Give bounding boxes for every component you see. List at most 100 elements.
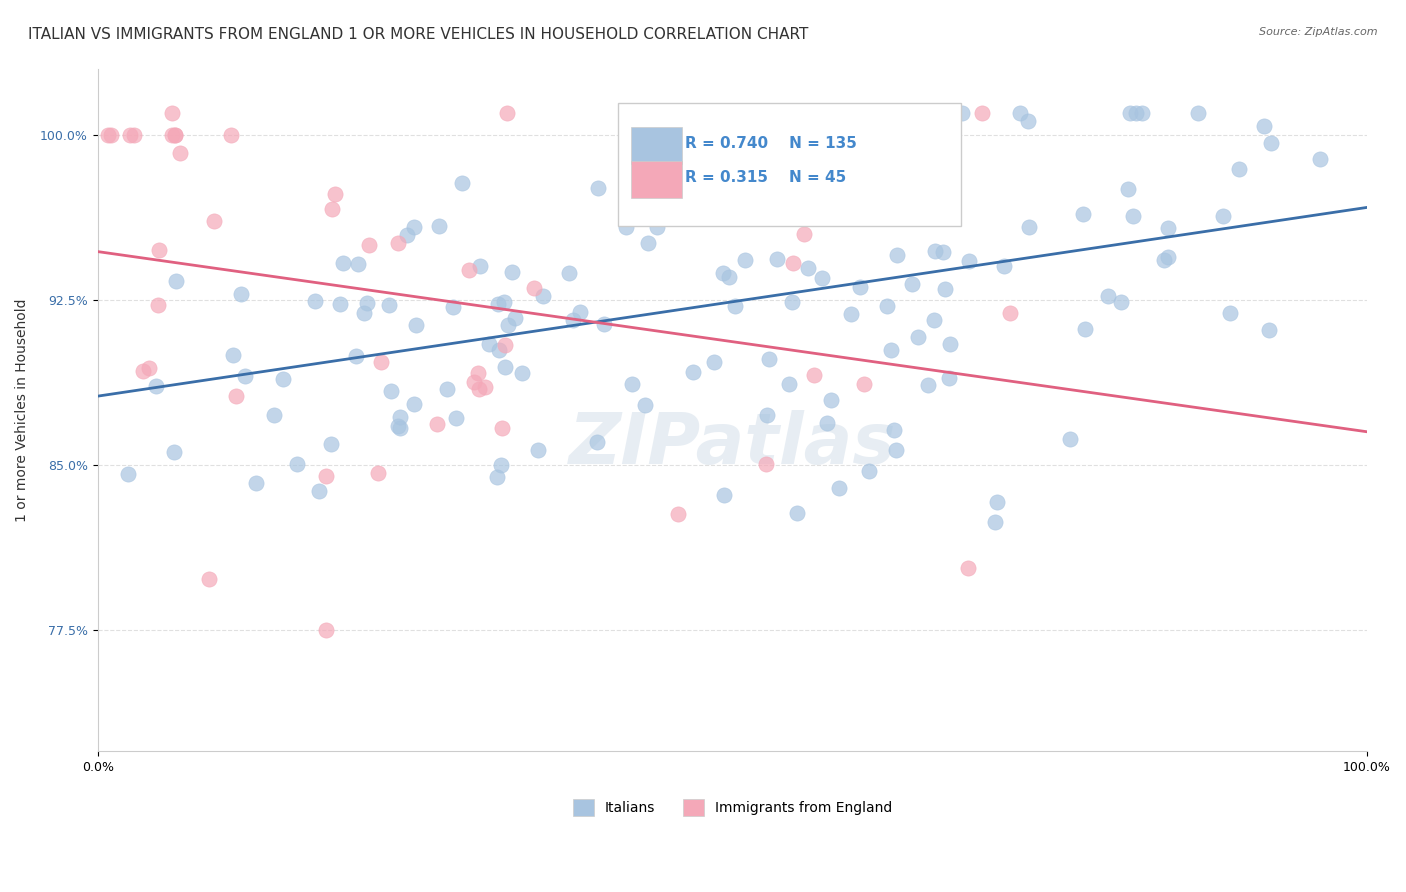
- Point: [922, 313, 945, 327]
- Point: [1122, 209, 1144, 223]
- Point: [491, 458, 513, 473]
- Point: [766, 252, 789, 267]
- Point: [505, 310, 527, 325]
- Point: [219, 128, 242, 142]
- Point: [332, 256, 354, 270]
- Point: [353, 306, 375, 320]
- Point: [494, 338, 516, 352]
- Point: [441, 300, 464, 314]
- Point: [939, 337, 962, 351]
- Point: [1059, 433, 1081, 447]
- Point: [778, 377, 800, 392]
- Point: [957, 254, 980, 268]
- Point: [1125, 105, 1147, 120]
- Point: [523, 281, 546, 295]
- Point: [734, 252, 756, 267]
- Point: [97, 128, 120, 142]
- Point: [145, 379, 167, 393]
- Point: [884, 443, 907, 458]
- Point: [797, 261, 820, 276]
- Point: [160, 128, 183, 142]
- Point: [713, 488, 735, 502]
- Point: [427, 219, 450, 233]
- Point: [593, 317, 616, 331]
- Point: [711, 266, 734, 280]
- Point: [724, 300, 747, 314]
- Point: [357, 238, 380, 252]
- Point: [870, 105, 893, 120]
- Point: [304, 294, 326, 309]
- Point: [1008, 105, 1031, 120]
- Point: [849, 280, 872, 294]
- Point: [122, 128, 145, 142]
- Point: [356, 296, 378, 310]
- Point: [231, 287, 253, 301]
- Point: [387, 235, 409, 250]
- Point: [402, 219, 425, 234]
- Point: [163, 445, 186, 459]
- Point: [1157, 220, 1180, 235]
- Point: [457, 262, 479, 277]
- Point: [634, 398, 657, 412]
- Point: [285, 457, 308, 471]
- Point: [404, 397, 426, 411]
- Point: [165, 128, 187, 142]
- Point: [501, 265, 523, 279]
- Point: [1219, 306, 1241, 320]
- FancyBboxPatch shape: [619, 103, 960, 226]
- Point: [1018, 220, 1040, 235]
- Point: [993, 260, 1015, 274]
- Point: [1212, 209, 1234, 223]
- Point: [901, 277, 924, 291]
- Point: [1227, 161, 1250, 176]
- Point: [557, 267, 579, 281]
- Point: [710, 135, 733, 149]
- Point: [315, 624, 337, 638]
- Point: [474, 380, 496, 394]
- Point: [148, 298, 170, 312]
- Text: Source: ZipAtlas.com: Source: ZipAtlas.com: [1260, 27, 1378, 37]
- Point: [315, 469, 337, 483]
- Point: [924, 244, 946, 258]
- Point: [468, 260, 491, 274]
- Point: [586, 434, 609, 449]
- Point: [793, 227, 815, 241]
- Point: [666, 507, 689, 521]
- Point: [323, 186, 346, 201]
- Point: [831, 206, 853, 220]
- Point: [467, 366, 489, 380]
- Point: [346, 257, 368, 271]
- Point: [879, 105, 901, 120]
- Point: [344, 349, 367, 363]
- Point: [166, 274, 188, 288]
- Point: [380, 384, 402, 399]
- Point: [868, 105, 890, 120]
- Point: [645, 220, 668, 235]
- Point: [876, 300, 898, 314]
- Point: [756, 408, 779, 422]
- Point: [198, 572, 221, 586]
- Text: ITALIAN VS IMMIGRANTS FROM ENGLAND 1 OR MORE VEHICLES IN HOUSEHOLD CORRELATION C: ITALIAN VS IMMIGRANTS FROM ENGLAND 1 OR …: [28, 27, 808, 42]
- Point: [389, 409, 412, 424]
- Point: [273, 372, 295, 386]
- Point: [148, 243, 170, 257]
- Point: [586, 180, 609, 194]
- Point: [938, 371, 960, 385]
- Point: [811, 271, 834, 285]
- Point: [703, 355, 725, 369]
- Point: [389, 421, 412, 435]
- Point: [463, 375, 485, 389]
- Point: [852, 377, 875, 392]
- Point: [883, 423, 905, 437]
- Point: [970, 105, 993, 120]
- Point: [486, 297, 509, 311]
- Point: [488, 343, 510, 357]
- Point: [1130, 105, 1153, 120]
- Point: [1187, 105, 1209, 120]
- Point: [492, 295, 515, 310]
- Point: [984, 515, 1007, 529]
- Point: [839, 307, 862, 321]
- Point: [1309, 152, 1331, 166]
- Point: [627, 197, 650, 211]
- Point: [378, 298, 401, 312]
